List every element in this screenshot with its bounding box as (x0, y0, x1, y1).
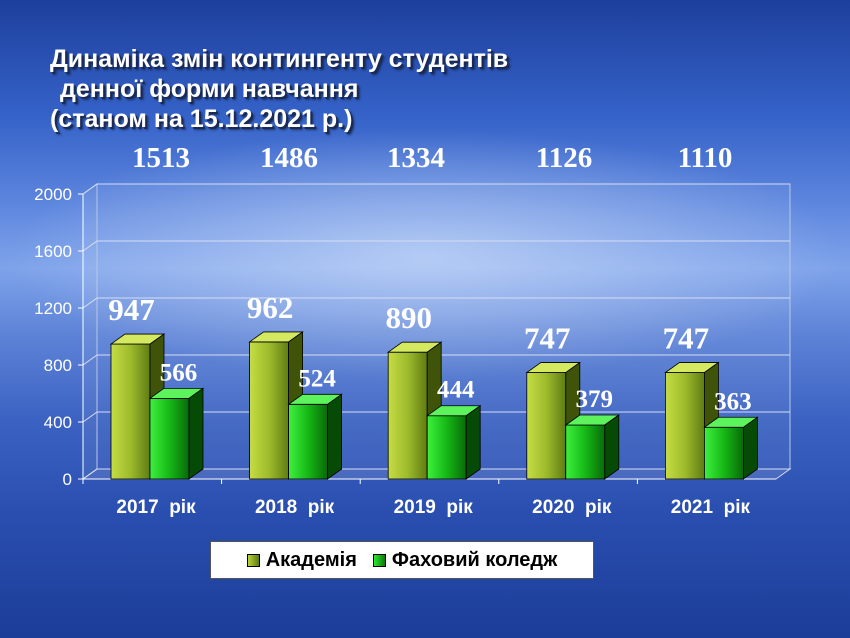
legend-label-college: Фаховий коледж (391, 548, 558, 571)
legend-label-academy: Академія (265, 548, 357, 571)
data-label-academy: 747 (663, 321, 710, 356)
x-tick-label: 2017 рік (116, 497, 196, 518)
bar-side-college-2 (465, 404, 481, 480)
data-label-academy: 747 (524, 321, 571, 356)
bar-college-0 (149, 397, 190, 480)
bar-academy-3 (526, 372, 567, 480)
bar-college-1 (288, 403, 329, 480)
x-tick-label: 2021 рік (671, 497, 751, 518)
x-tick-label: 2018 рік (255, 497, 335, 518)
legend-swatch-academy (246, 553, 260, 567)
x-tick-label: 2019 рік (394, 497, 474, 518)
gridline (82, 297, 790, 309)
chart-title: Динаміка змін контингенту студентів денн… (50, 44, 508, 134)
total-label: 1110 (678, 142, 733, 174)
title-line-2: денної форми навчання (60, 75, 359, 103)
bar-college-2 (426, 415, 467, 480)
data-label-college: 524 (298, 365, 336, 392)
bar-academy-0 (110, 343, 151, 480)
legend-swatch-college (372, 553, 386, 567)
bar-college-4 (704, 426, 744, 480)
title-line-1: Динаміка змін контингенту студентів (50, 45, 509, 73)
data-label-academy: 890 (385, 300, 432, 335)
data-label-college: 444 (437, 377, 475, 404)
total-label: 1486 (260, 142, 318, 174)
plot-side-wall (82, 183, 98, 480)
gridline (82, 354, 790, 366)
legend-item-academy: Академія (246, 548, 357, 572)
y-tick-label: 400 (44, 413, 72, 432)
chart-legend: Академія Фаховий коледж (210, 541, 594, 579)
y-tick-label: 0 (63, 470, 72, 489)
bar-academy-1 (249, 341, 290, 480)
total-label: 1334 (387, 142, 445, 174)
y-tick-label: 2000 (34, 185, 72, 204)
bar-college-3 (565, 424, 606, 480)
y-tick-label: 1600 (34, 242, 72, 261)
bar-side-college-3 (604, 414, 620, 480)
bar-side-college-1 (327, 393, 343, 480)
x-tick-label: 2020 рік (532, 497, 612, 518)
bar-side-college-0 (188, 387, 204, 480)
y-tick-label: 800 (44, 356, 72, 375)
y-tick-label: 1200 (34, 299, 72, 318)
legend-item-college: Фаховий коледж (372, 548, 558, 572)
data-label-college: 379 (576, 386, 614, 413)
bar-side-college-4 (743, 416, 758, 480)
bar-academy-4 (665, 372, 705, 480)
bar-academy-2 (387, 351, 428, 480)
data-label-college: 566 (160, 359, 198, 386)
data-label-academy: 947 (108, 292, 155, 327)
total-label: 1513 (132, 142, 190, 174)
data-label-academy: 962 (247, 290, 294, 325)
gridline (82, 183, 790, 195)
title-line-3: (станом на 15.12.2021 р.) (50, 105, 353, 133)
total-label: 1126 (536, 142, 592, 174)
gridline (82, 240, 790, 252)
data-label-college: 363 (714, 388, 752, 415)
